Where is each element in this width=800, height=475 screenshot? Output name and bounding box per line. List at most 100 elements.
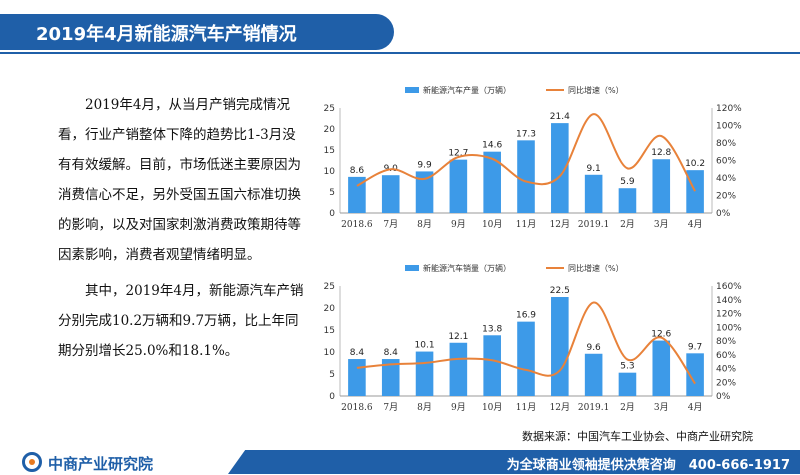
bar xyxy=(415,171,434,213)
page-title: 2019年4月新能源汽车产销情况 xyxy=(36,24,297,45)
x-tick-label: 8月 xyxy=(417,402,432,413)
bar xyxy=(449,342,468,396)
bar xyxy=(551,123,569,213)
left-tick-label: 5 xyxy=(329,370,335,380)
x-tick-label: 11月 xyxy=(516,219,536,230)
x-tick-label: 10月 xyxy=(482,402,502,413)
x-tick-label: 7月 xyxy=(383,402,398,413)
bar-data-label: 16.9 xyxy=(516,311,536,321)
right-tick-label: 140% xyxy=(716,296,742,306)
right-tick-label: 20% xyxy=(716,378,736,388)
bar-data-label: 17.3 xyxy=(516,129,536,139)
bar-data-label: 8.4 xyxy=(350,348,365,358)
footer-slogan: 为全球商业领袖提供决策咨询 400-666-1917 xyxy=(506,458,790,473)
title-bar: 2019年4月新能源汽车产销情况 xyxy=(0,14,394,50)
bar xyxy=(517,321,535,396)
bar xyxy=(517,140,535,213)
x-tick-label: 10月 xyxy=(482,219,502,230)
growth-line xyxy=(356,301,696,385)
bar xyxy=(652,159,671,213)
right-tick-label: 0% xyxy=(716,392,731,402)
production-chart-svg: 新能源汽车产量（万辆） 同比增速（%） 0 5 10 15 20 25 0% 20% 40% 60% 8… xyxy=(324,85,743,230)
right-tick-label: 40% xyxy=(716,365,736,375)
x-tick-label: 2018.6 xyxy=(341,220,373,230)
x-tick-label: 2018.6 xyxy=(341,403,373,413)
legend-line-label: 同比增速（%） xyxy=(568,263,624,273)
bar xyxy=(584,174,603,213)
right-tick-label: 160% xyxy=(716,282,742,292)
bar xyxy=(652,340,671,396)
bar-data-label: 13.8 xyxy=(482,324,502,334)
x-tick-label: 12月 xyxy=(550,219,570,230)
bar-data-label: 9.6 xyxy=(586,343,601,353)
x-tick-label: 8月 xyxy=(417,219,432,230)
bar-data-label: 8.6 xyxy=(350,166,365,176)
bar-data-label: 10.1 xyxy=(415,341,435,351)
paragraph-1: 2019年4月，从当月产销完成情况看，行业产销整体下降的趋势比1-3月没有有效缓… xyxy=(58,97,301,263)
x-tick-label: 11月 xyxy=(516,402,536,413)
x-tick-label: 3月 xyxy=(654,402,669,413)
header: 2019年4月新能源汽车产销情况 xyxy=(0,0,800,58)
bar xyxy=(618,372,637,396)
x-tick-label: 2月 xyxy=(620,402,635,413)
left-tick-label: 10 xyxy=(324,167,336,177)
legend-bar-label: 新能源汽车产量（万辆） xyxy=(423,85,511,95)
production-chart: 新能源汽车产量（万辆） 同比增速（%） 0 5 10 15 20 25 0% 20% 40% 60% 8… xyxy=(310,80,750,235)
right-tick-label: 80% xyxy=(716,337,736,347)
bar-data-label: 9.9 xyxy=(417,160,432,170)
sales-chart: 新能源汽车销量（万辆） 同比增速（%） 0 5 10 15 20 25 0% 20% 40% 60% 8… xyxy=(310,258,750,418)
bar xyxy=(551,297,569,396)
bar-data-label: 12.6 xyxy=(651,330,671,340)
left-tick-label: 5 xyxy=(329,188,335,198)
bar-data-label: 10.2 xyxy=(685,159,705,169)
right-tick-label: 120% xyxy=(716,310,742,320)
logo-text: 中商产业研究院 xyxy=(48,455,154,473)
bar xyxy=(483,335,501,396)
bar-data-label: 5.9 xyxy=(620,177,635,187)
x-tick-label: 12月 xyxy=(550,402,570,413)
bar xyxy=(381,175,400,213)
left-tick-label: 10 xyxy=(324,348,336,358)
right-tick-label: 60% xyxy=(716,157,736,167)
right-tick-label: 120% xyxy=(716,104,742,114)
bar xyxy=(584,353,603,396)
bar xyxy=(449,159,468,213)
left-tick-label: 20 xyxy=(324,125,336,135)
bar xyxy=(381,359,400,396)
left-tick-label: 0 xyxy=(329,209,335,219)
bar xyxy=(348,176,366,213)
legend-bar-swatch xyxy=(405,265,419,271)
x-tick-label: 2019.1 xyxy=(578,220,610,230)
bar-data-label: 14.6 xyxy=(482,141,502,151)
paragraph-2: 其中，2019年4月，新能源汽车产销分别完成10.2万辆和9.7万辆，比上年同期… xyxy=(58,283,304,359)
bar xyxy=(415,351,434,396)
bar-data-label: 12.8 xyxy=(651,148,671,158)
x-tick-label: 4月 xyxy=(688,402,703,413)
right-tick-label: 60% xyxy=(716,351,736,361)
right-tick-label: 40% xyxy=(716,174,736,184)
right-tick-label: 100% xyxy=(716,323,742,333)
left-tick-label: 15 xyxy=(324,326,335,336)
bar-data-label: 12.1 xyxy=(448,332,468,342)
bar-data-label: 21.4 xyxy=(550,112,570,122)
right-tick-label: 0% xyxy=(716,209,731,219)
right-tick-label: 20% xyxy=(716,192,736,202)
right-tick-label: 80% xyxy=(716,139,736,149)
growth-line xyxy=(356,113,696,192)
bar-data-label: 22.5 xyxy=(550,286,570,296)
bar-data-label: 9.1 xyxy=(586,164,600,174)
x-tick-label: 2月 xyxy=(620,219,635,230)
x-tick-label: 9月 xyxy=(451,219,466,230)
left-tick-label: 15 xyxy=(324,146,335,156)
bar xyxy=(618,188,637,213)
title-divider xyxy=(0,52,800,54)
left-tick-label: 0 xyxy=(329,392,335,402)
x-tick-label: 7月 xyxy=(383,219,398,230)
right-tick-label: 100% xyxy=(716,122,742,132)
left-tick-label: 20 xyxy=(324,304,336,314)
legend-line-label: 同比增速（%） xyxy=(568,85,624,95)
body-text: 2019年4月，从当月产销完成情况看，行业产销整体下降的趋势比1-3月没有有效缓… xyxy=(58,90,308,366)
legend-bar-label: 新能源汽车销量（万辆） xyxy=(423,263,511,273)
x-tick-label: 3月 xyxy=(654,219,669,230)
data-source: 数据来源：中国汽车工业协会、中商产业研究院 xyxy=(522,430,753,443)
